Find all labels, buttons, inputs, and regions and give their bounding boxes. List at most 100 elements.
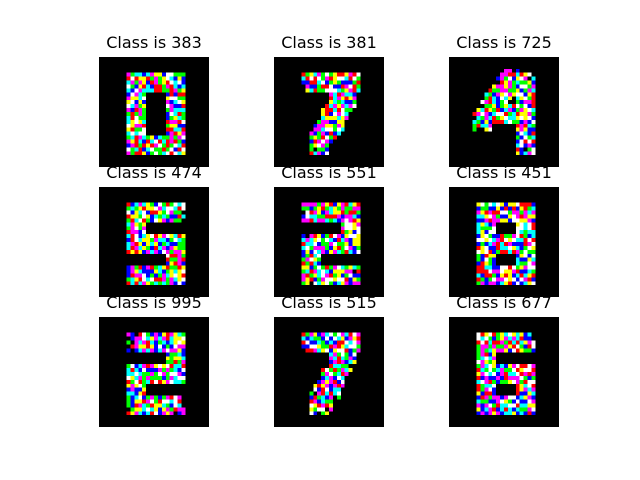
digit-pixel	[515, 372, 520, 376]
digit-pixel	[313, 336, 318, 341]
digit-pixel	[336, 336, 341, 341]
digit-pixel	[488, 265, 493, 270]
digit-pixel	[484, 403, 489, 408]
digit-pixel	[488, 206, 493, 211]
digit-pixel	[321, 115, 326, 120]
digit-pixel	[476, 360, 481, 365]
digit-pixel	[130, 119, 135, 124]
digit-pixel	[344, 332, 349, 337]
digit-pixel	[161, 372, 166, 376]
digit-pixel	[531, 387, 536, 392]
digit-pixel	[150, 76, 154, 81]
digit-pixel	[340, 222, 345, 227]
digit-pixel	[531, 265, 536, 270]
digit-pixel	[181, 332, 186, 337]
digit-pixel	[177, 242, 182, 246]
digit-pixel	[173, 112, 178, 116]
digit-pixel	[305, 249, 310, 254]
digit-pixel	[476, 257, 481, 262]
digit-pixel	[161, 147, 166, 152]
digit-pixel	[332, 356, 337, 361]
digit-pixel	[138, 135, 143, 140]
digit-pixel	[130, 123, 135, 128]
digit-pixel	[336, 92, 341, 97]
digit-pixel	[523, 119, 528, 124]
digit-pixel	[515, 257, 520, 262]
digit-pixel	[480, 383, 485, 388]
digit-pixel	[313, 277, 318, 282]
digit-pixel	[332, 245, 337, 250]
digit-pixel	[138, 391, 143, 396]
digit-pixel	[169, 100, 174, 105]
digit-pixel	[142, 348, 147, 353]
digit-pixel	[515, 249, 520, 254]
digit-pixel	[138, 387, 143, 392]
digit-pixel	[154, 238, 158, 242]
panel-title: Class is 725	[456, 33, 552, 52]
digit-pixel	[488, 281, 493, 286]
digit-pixel	[496, 340, 501, 345]
digit-pixel	[523, 104, 528, 109]
digit-pixel	[146, 407, 151, 412]
digit-pixel	[134, 395, 139, 400]
digit-pixel	[344, 269, 349, 274]
digit-pixel	[344, 218, 349, 223]
digit-pixel	[492, 206, 497, 211]
digit-pixel	[150, 368, 154, 372]
digit-pixel	[154, 139, 158, 144]
digit-pixel	[154, 403, 158, 408]
digit-pixel	[515, 119, 520, 124]
digit-pixel	[500, 372, 504, 376]
digit-pixel	[142, 92, 147, 97]
digit-pixel	[523, 399, 528, 404]
digit-pixel	[301, 218, 306, 223]
digit-pixel	[325, 112, 329, 116]
digit-pixel	[504, 112, 508, 116]
digit-pixel	[138, 375, 143, 380]
digit-pixel	[496, 379, 501, 384]
digit-pixel	[519, 202, 524, 207]
digit-pixel	[317, 257, 322, 262]
digit-pixel	[173, 238, 178, 242]
digit-pixel	[177, 336, 182, 341]
digit-pixel	[169, 407, 174, 412]
digit-pixel	[317, 139, 322, 144]
digit-pixel	[165, 340, 170, 345]
panel-title: Class is 515	[281, 293, 377, 312]
digit-pixel	[531, 344, 536, 349]
digit-pixel	[515, 143, 520, 148]
digit-pixel	[523, 340, 528, 345]
digit-pixel	[301, 238, 306, 242]
digit-pixel	[173, 403, 178, 408]
digit-pixel	[531, 364, 536, 369]
digit-pixel	[336, 379, 341, 384]
digit-pixel	[142, 273, 147, 278]
digit-pixel	[523, 257, 528, 262]
digit-pixel	[496, 364, 501, 369]
digit-pixel	[130, 391, 135, 396]
digit-pixel	[313, 348, 318, 353]
digit-pixel	[134, 340, 139, 345]
digit-pixel	[519, 277, 524, 282]
digit-pixel	[523, 72, 528, 77]
digit-pixel	[511, 104, 516, 109]
digit-pixel	[142, 238, 147, 242]
digit-pixel	[169, 119, 174, 124]
digit-pixel	[340, 383, 345, 388]
digit-pixel	[336, 364, 341, 369]
digit-pixel	[352, 340, 357, 345]
digit-pixel	[130, 344, 135, 349]
digit-pixel	[523, 281, 528, 286]
digit-pixel	[476, 218, 481, 223]
digit-pixel	[492, 249, 497, 254]
digit-pixel	[309, 249, 314, 254]
digit-pixel	[523, 265, 528, 270]
digit-pixel	[332, 127, 337, 132]
digit-pixel	[476, 112, 481, 116]
digit-pixel	[134, 344, 139, 349]
digit-pixel	[515, 379, 520, 384]
digit-pixel	[531, 115, 536, 120]
digit-pixel	[301, 206, 306, 211]
digit-pixel	[325, 399, 329, 404]
digit-pixel	[165, 368, 170, 372]
